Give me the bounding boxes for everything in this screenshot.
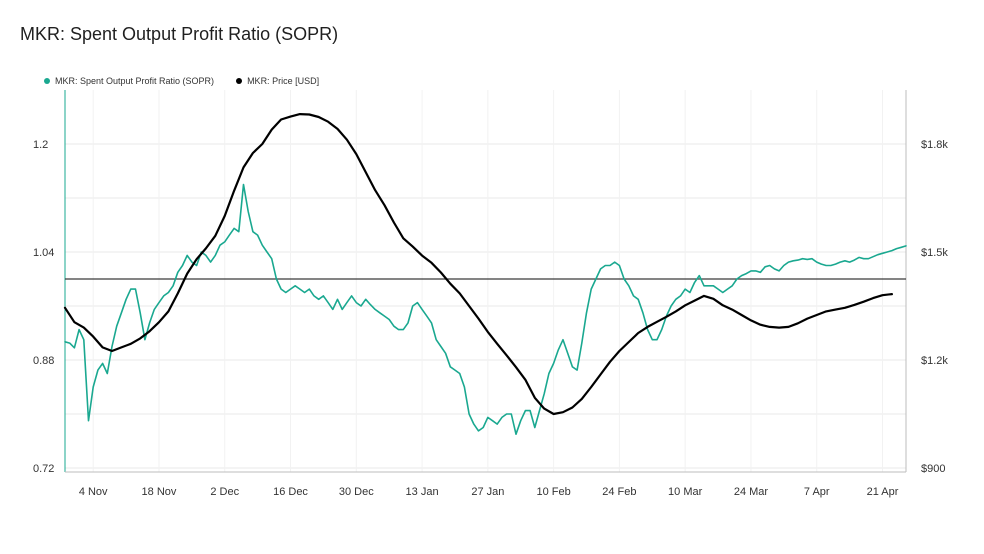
legend-dot-sopr-icon <box>44 78 50 84</box>
series-lines <box>63 113 907 435</box>
y-right-tick-label: $1.2k <box>921 355 948 367</box>
series-line-sopr <box>64 183 907 435</box>
series-line-price <box>63 113 893 416</box>
y-right-tick-label: $1.8k <box>921 139 948 151</box>
tick-labels: 0.72 0.88 1.04 1.2 $900 $1.2k $1.5k $1.8k 4 Nov 1… <box>33 139 948 498</box>
axes <box>64 90 907 473</box>
x-tick-label: 10 Mar <box>668 486 703 498</box>
x-tick-label: 30 Dec <box>339 486 374 498</box>
x-tick-label: 10 Feb <box>537 486 571 498</box>
y-right-tick-label: $1.5k <box>921 247 948 259</box>
y-left-tick-label: 0.88 <box>33 355 54 367</box>
grid-lines <box>65 90 906 472</box>
x-tick-label: 24 Mar <box>734 486 769 498</box>
chart-legend: MKR: Spent Output Profit Ratio (SOPR) MK… <box>44 76 319 86</box>
y-right-tick-label: $900 <box>921 463 945 475</box>
x-tick-label: 7 Apr <box>804 486 830 498</box>
x-tick-label: 24 Feb <box>602 486 636 498</box>
legend-label-sopr: MKR: Spent Output Profit Ratio (SOPR) <box>55 76 215 86</box>
legend-label-price: MKR: Price [USD] <box>247 76 320 86</box>
legend-dot-price-icon <box>236 78 243 84</box>
x-tick-label: 27 Jan <box>471 486 504 498</box>
legend-item-price[interactable]: MKR: Price [USD] <box>236 76 319 86</box>
legend-item-sopr[interactable]: MKR: Spent Output Profit Ratio (SOPR) <box>44 76 214 86</box>
y-left-tick-label: 1.2 <box>33 139 48 151</box>
x-tick-label: 16 Dec <box>273 486 308 498</box>
x-tick-label: 2 Dec <box>210 486 239 498</box>
x-tick-label: 4 Nov <box>79 486 108 498</box>
y-left-tick-label: 0.72 <box>33 463 54 475</box>
x-tick-label: 21 Apr <box>867 486 899 498</box>
chart-title: MKR: Spent Output Profit Ratio (SOPR) <box>20 24 339 44</box>
x-tick-label: 13 Jan <box>406 486 439 498</box>
y-left-tick-label: 1.04 <box>33 247 54 259</box>
x-tick-label: 18 Nov <box>142 486 177 498</box>
